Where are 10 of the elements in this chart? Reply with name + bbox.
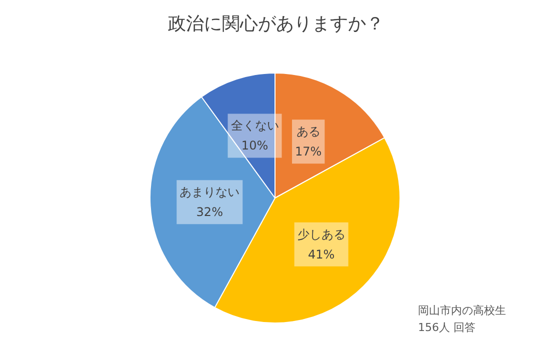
data-label: 17%: [295, 144, 322, 159]
slice-label: 少しある: [297, 227, 346, 242]
data-label: 10%: [241, 138, 268, 153]
text: 岡山市内の高校生: [418, 304, 506, 317]
slice-label: ある: [296, 124, 320, 139]
slice-label: あまりない: [180, 185, 240, 200]
data-label: 41%: [308, 247, 335, 262]
data-label: 32%: [196, 205, 223, 220]
text: 156人 回答: [418, 321, 476, 334]
chart-title: 政治に関心がありますか？: [168, 14, 384, 34]
